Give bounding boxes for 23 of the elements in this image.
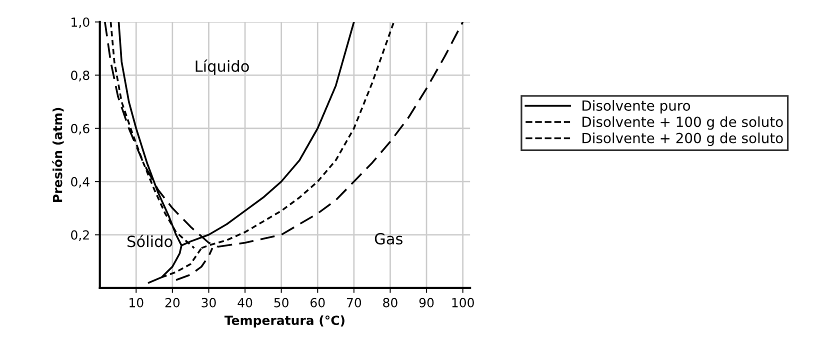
x-tick-label: 20 (165, 298, 180, 308)
x-tick-label: 30 (202, 298, 216, 308)
annotation: Sólido (128, 234, 172, 248)
x-tick-label: 90 (419, 298, 434, 308)
y-tick-label: 1,0 (72, 17, 90, 28)
x-axis-title: Temperatura (°C) (224, 315, 344, 328)
x-tick-label: 80 (383, 298, 398, 308)
y-tick-label: 0,8 (71, 70, 90, 82)
y-tick-label: 0,6 (71, 124, 90, 135)
x-tick-label: 50 (274, 298, 288, 308)
legend-label: Disolvente + 200 g de soluto (582, 132, 783, 146)
legend-label: Disolvente puro (582, 100, 690, 114)
y-tick-label: 0,4 (71, 177, 90, 188)
legend-label: Disolvente + 100 g de soluto (582, 116, 783, 130)
x-tick-label: 100 (452, 298, 474, 308)
x-tick-label: 60 (310, 298, 325, 308)
x-tick-label: 70 (347, 298, 362, 308)
annotation: Líquido (196, 59, 249, 75)
annotation: Gas (374, 232, 402, 245)
y-axis-title: Presión (atm) (52, 108, 64, 202)
x-tick-label: 10 (130, 298, 144, 308)
x-tick-label: 40 (238, 298, 252, 308)
y-tick-label: 0,2 (71, 230, 89, 241)
